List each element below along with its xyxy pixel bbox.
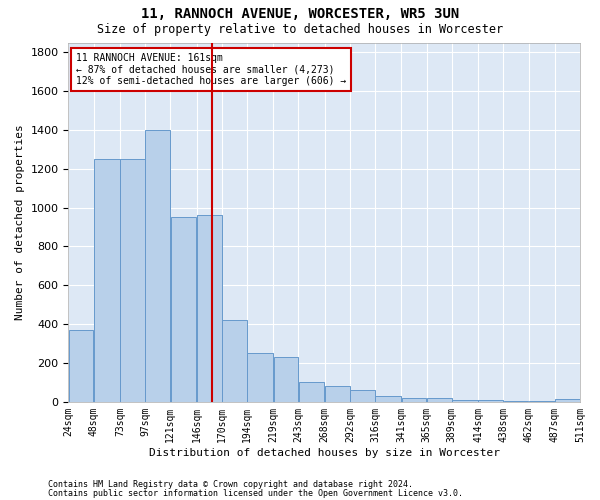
Bar xyxy=(222,320,247,402)
Bar xyxy=(197,216,221,402)
Bar xyxy=(274,357,298,402)
Bar xyxy=(68,330,94,402)
Text: 11 RANNOCH AVENUE: 161sqm
← 87% of detached houses are smaller (4,273)
12% of se: 11 RANNOCH AVENUE: 161sqm ← 87% of detac… xyxy=(76,54,346,86)
Text: Size of property relative to detached houses in Worcester: Size of property relative to detached ho… xyxy=(97,22,503,36)
Bar xyxy=(452,400,478,402)
Bar xyxy=(529,401,554,402)
Bar xyxy=(247,354,273,402)
Bar xyxy=(325,386,350,402)
Bar xyxy=(503,401,528,402)
Bar xyxy=(376,396,401,402)
X-axis label: Distribution of detached houses by size in Worcester: Distribution of detached houses by size … xyxy=(149,448,500,458)
Text: Contains public sector information licensed under the Open Government Licence v3: Contains public sector information licen… xyxy=(48,488,463,498)
Bar xyxy=(145,130,170,402)
Bar xyxy=(120,159,145,402)
Text: Contains HM Land Registry data © Crown copyright and database right 2024.: Contains HM Land Registry data © Crown c… xyxy=(48,480,413,489)
Bar xyxy=(170,218,196,402)
Bar xyxy=(299,382,325,402)
Bar xyxy=(350,390,375,402)
Bar xyxy=(427,398,452,402)
Y-axis label: Number of detached properties: Number of detached properties xyxy=(15,124,25,320)
Bar xyxy=(401,398,427,402)
Bar xyxy=(555,399,580,402)
Text: 11, RANNOCH AVENUE, WORCESTER, WR5 3UN: 11, RANNOCH AVENUE, WORCESTER, WR5 3UN xyxy=(141,8,459,22)
Bar xyxy=(478,400,503,402)
Bar xyxy=(94,159,119,402)
